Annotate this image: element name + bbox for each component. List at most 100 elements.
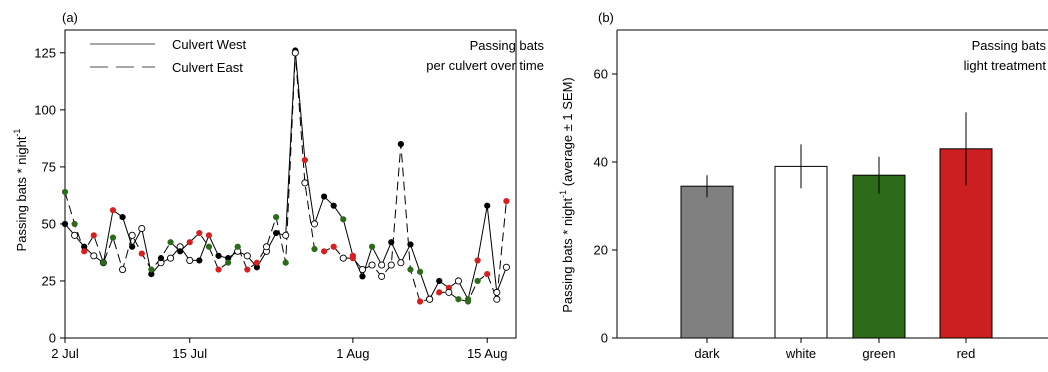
west-point-dark (225, 255, 232, 262)
west-point-dark (61, 220, 69, 228)
panel-a-axes: 0 25 50 75 100 125 2 Jul 15 Jul 1 Aug 15 Aug (34, 29, 517, 361)
west-point-white (186, 256, 194, 264)
panel-a-y-axis-label-sup: -1 (12, 129, 22, 137)
east-point-green (464, 298, 472, 305)
east-point-red (90, 232, 97, 239)
panel-a-x-tick-label: 2 Jul (51, 346, 79, 361)
panel-a-y-tick-label: 75 (42, 159, 56, 174)
east-point-white (368, 261, 376, 269)
east-point-red (436, 289, 443, 296)
east-point-white (291, 49, 299, 57)
west-point-white (138, 224, 146, 233)
east-point-white (128, 231, 136, 239)
east-point-green (61, 188, 69, 196)
bar-white (774, 165, 828, 339)
west-point-green (416, 268, 424, 275)
east-point-white (262, 243, 271, 251)
east-point-white (445, 288, 453, 296)
west-point-white (167, 254, 175, 262)
west-point-dark (148, 271, 155, 278)
east-point-green (225, 259, 232, 266)
east-point-green (282, 259, 289, 266)
panel-a-legend: Culvert West Culvert East (90, 37, 247, 75)
east-point-green (148, 266, 155, 273)
panel-b-annotation-line2: light treatment (964, 58, 1047, 73)
panel-b-y-axis-label-suffix: (average ± 1 SEM) (560, 77, 575, 190)
panel-a-plot-frame (64, 29, 517, 339)
panel-a-y-axis-label-main: Passing bats * night (14, 136, 29, 251)
west-point-white (493, 288, 501, 296)
east-point-red (416, 298, 424, 305)
east-point-white (358, 266, 367, 274)
legend-label-culvert-east: Culvert East (172, 60, 243, 75)
west-point-green (340, 216, 347, 223)
west-point-dark (253, 264, 261, 271)
east-point-red (253, 259, 261, 266)
west-point-red (109, 207, 117, 214)
panel-a-x-tick-label: 15 Jul (172, 346, 207, 361)
east-point-white (387, 261, 395, 269)
west-point-white (397, 259, 405, 267)
west-point-white (71, 231, 79, 239)
category-label-white: white (785, 346, 816, 361)
west-point-dark (81, 243, 88, 250)
east-point-red (330, 243, 337, 250)
category-label-red: red (957, 346, 976, 361)
east-point-green (474, 277, 481, 285)
west-point-dark (436, 277, 443, 285)
panel-a-y-axis-label: Passing bats * night-1 (12, 129, 29, 252)
west-point-dark (129, 243, 136, 250)
west-point-dark (484, 202, 491, 209)
west-point-red (301, 156, 308, 164)
panel-b-axes: 0 20 40 60 dark white green red (594, 29, 1048, 361)
west-point-dark (388, 239, 395, 246)
east-point-red (81, 248, 88, 255)
east-point-red (138, 250, 145, 257)
west-point-red (474, 257, 481, 264)
west-point-white (378, 261, 386, 269)
panel-b-y-axis-label-main: Passing bats * night (560, 197, 575, 312)
panel-a-y-tick-label: 100 (34, 102, 56, 117)
west-point-dark (273, 229, 280, 237)
west-point-dark (196, 257, 203, 264)
west-point-dark (320, 193, 328, 200)
east-point-white (378, 272, 386, 280)
panel-b-y-axis-label: Passing bats * night-1 (average ± 1 SEM) (558, 77, 575, 313)
panel-a-y-tick-label: 50 (42, 216, 56, 231)
east-point-red (186, 239, 193, 246)
panel-a-y-tick-label: 25 (42, 273, 56, 288)
panel-a-annotation-line2: per culvert over time (426, 58, 544, 73)
east-point-red (196, 229, 203, 237)
panel-b-y-axis-label-sup: -1 (558, 190, 568, 198)
east-point-red (349, 255, 356, 262)
panel-b-bars (680, 112, 993, 339)
west-point-white (502, 263, 510, 271)
panel-a-y-tick-label: 125 (34, 45, 56, 60)
east-point-green (100, 259, 107, 266)
west-point-white (310, 220, 319, 228)
panel-b-y-tick-label: 60 (594, 67, 608, 82)
west-point-dark (215, 252, 222, 259)
panel-a-points (61, 47, 510, 305)
east-point-white (493, 295, 501, 303)
west-point-dark (359, 273, 366, 280)
category-label-dark: dark (694, 346, 720, 361)
east-point-green (407, 266, 414, 273)
east-point-red (484, 271, 491, 278)
west-point-white (454, 277, 462, 285)
east-point-red (244, 266, 251, 273)
panel-b-y-tick-label: 0 (601, 331, 608, 346)
bar-green (852, 174, 906, 339)
west-point-white (90, 252, 98, 260)
east-point-white (339, 254, 347, 262)
west-point-white (282, 231, 290, 239)
west-point-dark (407, 241, 414, 248)
east-point-dark (397, 140, 404, 148)
east-point-green (234, 243, 241, 250)
east-point-green (273, 213, 280, 221)
west-point-green (368, 243, 376, 250)
category-label-green: green (862, 346, 895, 361)
panel-a-x-tick-label: 1 Aug (336, 346, 369, 361)
east-point-green (205, 243, 213, 250)
